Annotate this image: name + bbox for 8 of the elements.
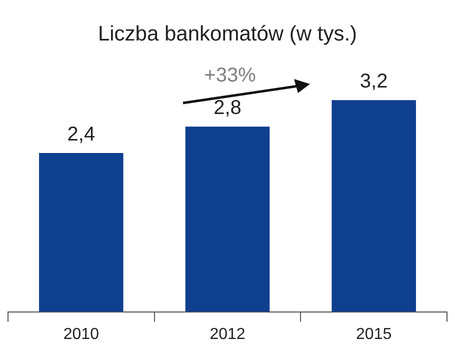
x-tick-label: 2015 [356,326,392,343]
data-label: 2,8 [214,97,242,120]
data-label: 2,4 [67,124,96,146]
chart-title: Liczba bankomatów (w tys.) [98,22,358,46]
x-tick-label: 2012 [210,326,246,343]
x-tick-label: 2010 [63,326,100,343]
text: +33% [204,64,256,87]
data-label: 3,2 [360,70,388,93]
